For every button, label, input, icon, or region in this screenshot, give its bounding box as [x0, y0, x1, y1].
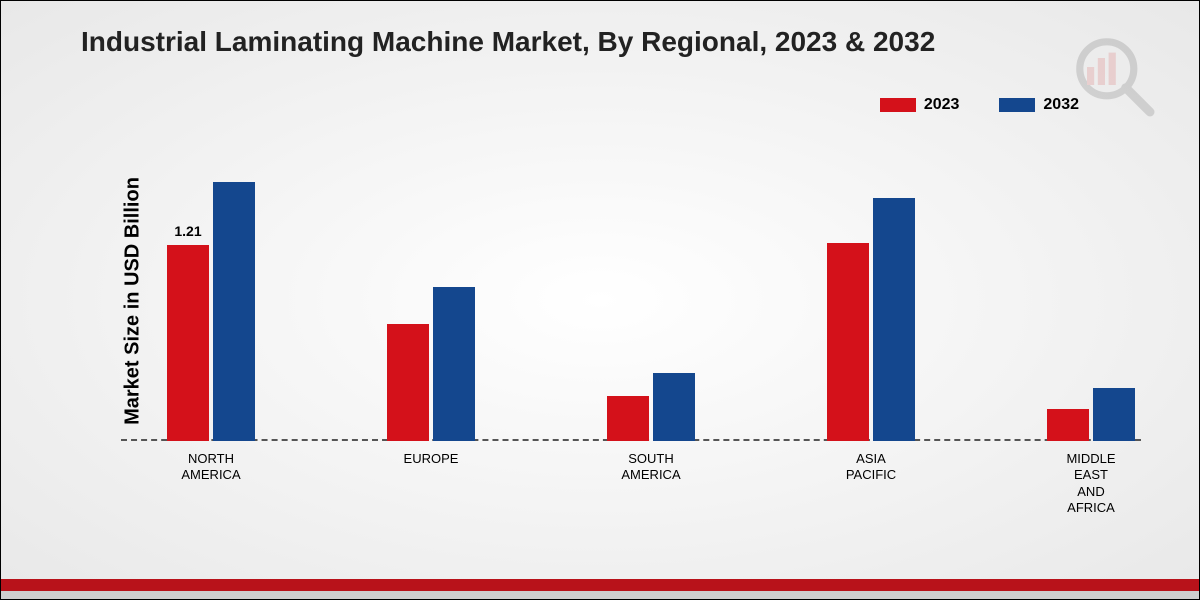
legend-swatch-2032: [999, 98, 1035, 112]
bar-group-eu: [387, 287, 475, 441]
bar-sa-y2032: [653, 373, 695, 441]
bar-group-sa: [607, 373, 695, 441]
bar-mea-y2023: [1047, 409, 1089, 441]
bar-group-mea: [1047, 388, 1135, 442]
bar-ap-y2023: [827, 243, 869, 441]
bar-eu-y2032: [433, 287, 475, 441]
legend-item-2032: 2032: [999, 96, 1079, 114]
footer-red-bar: [1, 579, 1199, 591]
bar-ap-y2032: [873, 198, 915, 441]
bar-group-na: [167, 182, 255, 441]
chart-title: Industrial Laminating Machine Market, By…: [81, 26, 935, 58]
chart-page: Industrial Laminating Machine Market, By…: [0, 0, 1200, 600]
bar-sa-y2023: [607, 396, 649, 441]
bar-group-ap: [827, 198, 915, 441]
bar-eu-y2023: [387, 324, 429, 441]
category-label-mea: MIDDLE EAST AND AFRICA: [1066, 451, 1115, 516]
value-label-na-y2023: 1.21: [174, 223, 201, 239]
category-label-sa: SOUTH AMERICA: [621, 451, 680, 484]
bar-na-y2032: [213, 182, 255, 441]
legend-label-2032: 2032: [1043, 96, 1079, 114]
category-label-eu: EUROPE: [404, 451, 459, 467]
legend-swatch-2023: [880, 98, 916, 112]
legend-item-2023: 2023: [880, 96, 960, 114]
legend-label-2023: 2023: [924, 96, 960, 114]
bar-na-y2023: [167, 245, 209, 441]
footer-gray-bar: [1, 591, 1199, 599]
category-label-ap: ASIA PACIFIC: [846, 451, 896, 484]
chart-legend: 2023 2032: [880, 96, 1079, 114]
watermark-icon: [1069, 31, 1159, 121]
bar-mea-y2032: [1093, 388, 1135, 442]
category-label-na: NORTH AMERICA: [181, 451, 240, 484]
plot-area: NORTH AMERICAEUROPESOUTH AMERICAASIA PAC…: [121, 141, 1141, 441]
